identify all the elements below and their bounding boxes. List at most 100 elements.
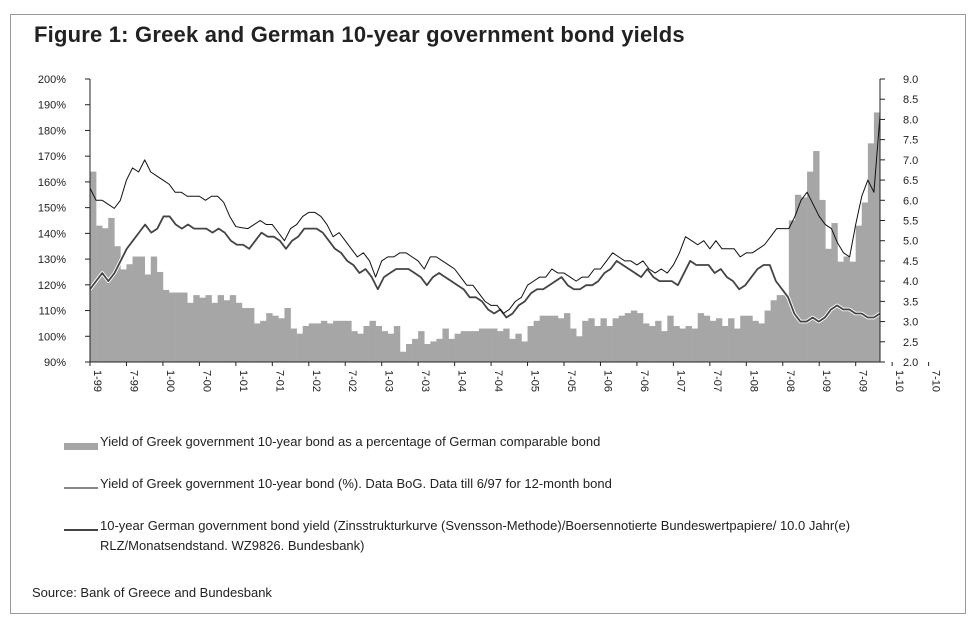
- source-note: Source: Bank of Greece and Bundesbank: [32, 585, 272, 600]
- german-yield-line: [89, 215, 881, 323]
- ratio-bar: [320, 320, 328, 362]
- x-tick-label: 7-01: [273, 370, 285, 392]
- ratio-bar: [223, 300, 231, 362]
- x-tick-label: 7-04: [492, 370, 504, 392]
- ratio-bar: [831, 223, 838, 362]
- left-tick-label: 140%: [38, 228, 66, 240]
- ratio-bar: [861, 202, 869, 362]
- ratio-bar: [807, 171, 814, 362]
- x-tick-label: 1-00: [164, 370, 176, 392]
- ratio-bar: [509, 338, 516, 362]
- ratio-bar: [102, 228, 109, 362]
- legend-swatch-bar: [64, 443, 98, 450]
- x-tick-label: 7-07: [711, 370, 723, 392]
- right-tick-label: 2.5: [903, 337, 918, 349]
- legend-item-greek-yield: Yield of Greek government 10-year bond (…: [64, 474, 612, 496]
- x-tick-label: 7-10: [930, 370, 942, 392]
- x-tick-label: 7-09: [857, 370, 869, 392]
- chart-title: Figure 1: Greek and German 10-year gover…: [34, 22, 685, 47]
- ratio-bar: [418, 331, 425, 362]
- ratio-bar: [527, 325, 534, 362]
- ratio-bar: [217, 295, 224, 362]
- ratio-bar: [515, 333, 522, 362]
- right-tick-label: 8.5: [903, 94, 918, 106]
- ratio-bar: [873, 112, 881, 362]
- ratio-bar: [412, 338, 419, 362]
- left-tick-label: 200%: [38, 74, 66, 86]
- ratio-bar: [156, 271, 164, 362]
- ratio-bar: [187, 302, 194, 362]
- ratio-bar: [399, 351, 407, 362]
- ratio-bar: [436, 338, 443, 362]
- ratio-bar: [855, 225, 863, 362]
- left-tick-label: 90%: [44, 357, 66, 369]
- ratio-bar: [229, 295, 237, 362]
- ratio-bar: [570, 328, 577, 362]
- x-tick-label: 7-08: [784, 370, 796, 392]
- ratio-bar: [667, 315, 674, 362]
- ratio-bar: [551, 315, 559, 362]
- ratio-bar: [497, 331, 504, 362]
- ratio-bar: [576, 336, 583, 362]
- ratio-bar: [448, 338, 455, 362]
- ratio-bar: [308, 323, 316, 362]
- ratio-bar: [314, 323, 322, 362]
- right-tick-label: 8.0: [903, 114, 918, 126]
- ratio-bar: [114, 246, 121, 362]
- ratio-bar: [770, 300, 777, 362]
- x-tick-label: 7-03: [419, 370, 431, 392]
- left-tick-label: 110%: [39, 306, 67, 318]
- x-tick-label: 7-99: [127, 370, 139, 392]
- ratio-bar: [612, 318, 619, 362]
- x-tick-label: 7-02: [346, 370, 358, 392]
- legend-item-ratio: Yield of Greek government 10-year bond a…: [64, 432, 600, 454]
- x-tick-label: 1-01: [237, 370, 249, 392]
- left-tick-label: 180%: [38, 125, 66, 137]
- ratio-bar: [290, 328, 297, 362]
- left-tick-label: 100%: [38, 331, 66, 343]
- ratio-bar: [205, 295, 212, 362]
- ratio-bar: [302, 325, 310, 362]
- right-axis-ticks: 9.0 8.5 8.0 7.5 7.0 6.5 6.0 5.5 5.0 4.5 4.0 3.5 3.0 2…: [880, 74, 918, 369]
- ratio-bar: [296, 333, 303, 362]
- left-tick-label: 130%: [38, 254, 66, 266]
- legend-item-german-yield: 10-year German government bond yield (Zi…: [64, 516, 900, 556]
- ratio-bar: [837, 261, 844, 362]
- ratio-bar: [381, 331, 389, 362]
- ratio-bar: [643, 323, 650, 362]
- ratio-bar: [703, 315, 711, 362]
- legend-label-greek-yield: Yield of Greek government 10-year bond (…: [100, 476, 612, 491]
- x-tick-label: 1-03: [383, 370, 395, 392]
- ratio-bar: [424, 343, 431, 362]
- ratio-bar: [478, 328, 486, 362]
- ratio-bar: [734, 328, 741, 362]
- ratio-bar: [199, 297, 206, 362]
- ratio-bar: [138, 256, 145, 362]
- left-tick-label: 190%: [38, 100, 66, 112]
- x-axis-ticks: 1-99 7-99 1-00 7-00 1-01 7-01 1-02 7-02 1-03 7-03…: [89, 362, 942, 392]
- ratio-bar: [387, 333, 395, 362]
- right-tick-label: 6.0: [903, 195, 918, 207]
- ratio-bar: [539, 315, 547, 362]
- ratio-bar: [624, 313, 632, 362]
- ratio-bar: [764, 310, 771, 362]
- left-axis-ticks: 200% 190% 180% 170% 160% 150% 140% 130% 120% 110%…: [38, 74, 90, 369]
- right-tick-label: 3.0: [903, 317, 918, 329]
- left-tick-label: 170%: [38, 151, 66, 163]
- right-tick-label: 5.5: [903, 216, 918, 228]
- ratio-bar: [801, 197, 808, 362]
- right-tick-label: 6.5: [903, 175, 918, 187]
- ratio-bar: [819, 199, 826, 362]
- x-tick-label: 1-07: [674, 370, 686, 392]
- ratio-bar: [679, 328, 686, 362]
- bond-yield-chart: 200% 190% 180% 170% 160% 150% 140% 130% 120% 110%…: [38, 74, 942, 392]
- ratio-bar: [126, 264, 133, 362]
- legend-label-german-yield: 10-year German government bond yield (Zi…: [100, 518, 851, 553]
- ratio-bars: [90, 112, 881, 362]
- x-tick-label: 1-08: [747, 370, 759, 392]
- ratio-bar: [661, 331, 668, 362]
- ratio-bar: [715, 318, 723, 362]
- ratio-bar: [728, 318, 735, 362]
- ratio-bar: [594, 325, 601, 362]
- ratio-bar: [600, 318, 607, 362]
